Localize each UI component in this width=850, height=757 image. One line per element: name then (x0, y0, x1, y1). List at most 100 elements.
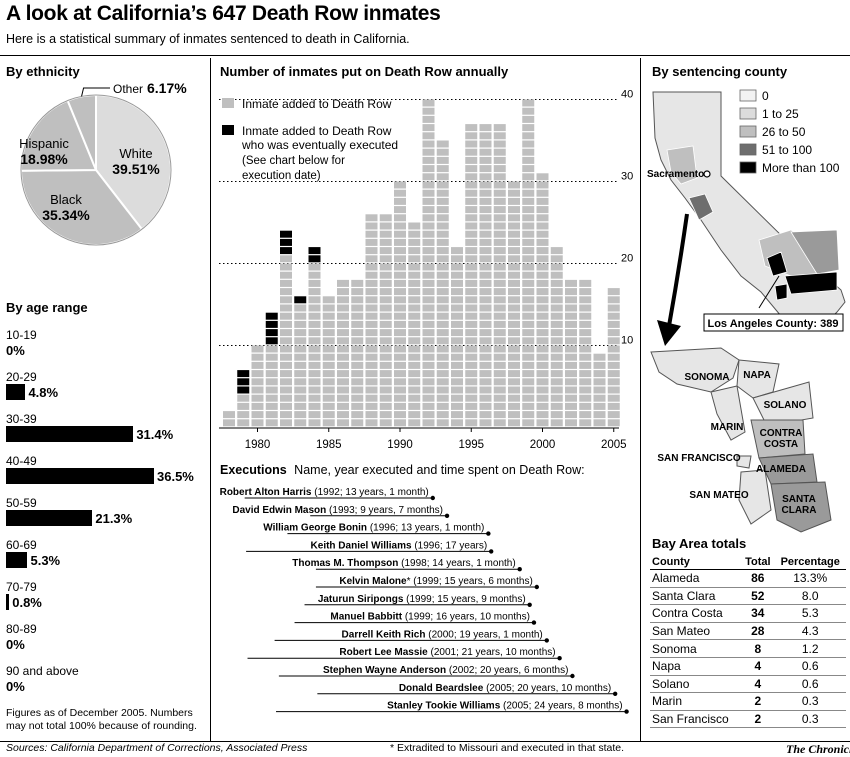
age-category-label: 70-79 (6, 580, 37, 594)
annual-bar-cell (280, 288, 292, 296)
annual-bar-cell (265, 312, 278, 320)
annual-bar-cell (365, 320, 378, 328)
map-legend-label: More than 100 (762, 161, 840, 175)
annual-bar-cell (365, 222, 378, 230)
annual-bar-cell (422, 230, 435, 238)
bay-county-label: ALAMEDA (756, 464, 806, 475)
county-region (666, 145, 698, 185)
annual-bar-cell (493, 214, 506, 222)
annual-bar-cell (394, 394, 406, 402)
annual-bar-cell (351, 345, 364, 353)
county-map: 0 1 to 25 26 to 50 51 to 100 More than 100 Sa… (647, 89, 846, 533)
annual-bar-cell (479, 222, 492, 230)
annual-bar-cell (337, 345, 349, 353)
annual-bar (579, 279, 592, 427)
annual-bar-cell (422, 214, 435, 222)
annual-bar-cell (522, 288, 535, 296)
annual-bar-cell (522, 140, 535, 148)
annual-bar-cell (308, 263, 321, 271)
annual-bar-cell (522, 132, 535, 140)
annual-bar-cell (365, 353, 378, 361)
annual-bar-cell (565, 320, 577, 328)
annual-bar-cell (579, 320, 592, 328)
annual-bar-cell (607, 304, 620, 312)
annual-bar-cell (436, 255, 449, 263)
annual-bar-cell (422, 189, 435, 197)
annual-bar-cell (251, 345, 264, 353)
annual-bar-cell (479, 361, 492, 369)
annual-bar-cell (408, 320, 421, 328)
annual-bar-cell (408, 337, 421, 345)
annual-bar-cell (394, 378, 406, 386)
annual-xtick: 2000 (530, 439, 556, 451)
annual-bar-cell (465, 419, 478, 427)
annual-bar-cell (422, 361, 435, 369)
annual-bar-cell (408, 361, 421, 369)
age-category-label: 80-89 (6, 622, 37, 636)
annual-bar-cell (436, 386, 449, 394)
annual-bar-cell (436, 148, 449, 156)
annual-bar-cell (408, 312, 421, 320)
annual-bar-cell (465, 197, 478, 205)
annual-bar-cell (565, 296, 577, 304)
annual-bar-cell (365, 312, 378, 320)
annual-bar-cell (607, 288, 620, 296)
annual-bar-cell (536, 378, 549, 386)
annual-bar-cell (436, 230, 449, 238)
annual-bar-cell (493, 394, 506, 402)
execution-detail: (1999; 16 years, 10 months) (402, 612, 530, 623)
annual-bar-cell (280, 263, 292, 271)
annual-bar-cell (522, 304, 535, 312)
annual-bar-cell (479, 370, 492, 378)
age-bar (6, 384, 26, 400)
bay-county: San Mateo (650, 622, 742, 641)
age-bar (6, 510, 93, 526)
execution-detail: (1996; 17 years) (412, 540, 488, 551)
annual-bar-cell (294, 312, 307, 320)
execution-dot (570, 673, 575, 679)
annual-bar-cell (593, 386, 606, 394)
annual-bar-cell (379, 361, 392, 369)
bay-county-label: SONOMA (685, 372, 730, 383)
annual-bar-cell (394, 296, 406, 304)
annual-bar-cell (508, 222, 520, 230)
annual-bar-cell (565, 419, 577, 427)
county-title: By sentencing county (652, 64, 788, 79)
annual-bar-cell (479, 320, 492, 328)
annual-bar-cell (522, 345, 535, 353)
annual-bar-cell (436, 361, 449, 369)
annual-bar-cell (508, 238, 520, 246)
annual-bar-cell (536, 320, 549, 328)
annual-bar-cell (493, 304, 506, 312)
annual-bar (408, 222, 421, 427)
execution-label: Kelvin Malone* (1999; 15 years, 6 months… (339, 576, 532, 587)
annual-bar-cell (565, 337, 577, 345)
annual-bar-cell (422, 132, 435, 140)
annual-bar-cell (522, 255, 535, 263)
annual-bar-cell (436, 296, 449, 304)
annual-bar-cell (422, 288, 435, 296)
annual-bar-cell (294, 353, 307, 361)
pie-label-hispanic: Hispanic (19, 136, 69, 151)
annual-bar-cell (365, 378, 378, 386)
annual-bar-cell (579, 337, 592, 345)
annual-bar-cell (422, 312, 435, 320)
annual-bar (223, 411, 235, 427)
annual-bar-cell (436, 402, 449, 410)
annual-bar-cell (522, 402, 535, 410)
annual-bar-cell (579, 419, 592, 427)
annual-bar-cell (422, 263, 435, 271)
page-title: A look at California’s 647 Death Row inm… (6, 2, 441, 25)
execution-dot (624, 709, 629, 714)
bay-county: Napa (650, 657, 742, 676)
annual-bar-cell (479, 214, 492, 222)
annual-bar-cell (436, 263, 449, 271)
annual-bar-cell (436, 320, 449, 328)
annual-bar-cell (465, 222, 478, 230)
bay-total: 52 (741, 587, 775, 606)
sacramento-label: Sacramento (647, 169, 704, 180)
annual-bar-cell (365, 304, 378, 312)
execution-name: Robert Lee Massie (339, 647, 428, 658)
annual-bar-cell (280, 345, 292, 353)
annual-bar-cell (479, 279, 492, 287)
